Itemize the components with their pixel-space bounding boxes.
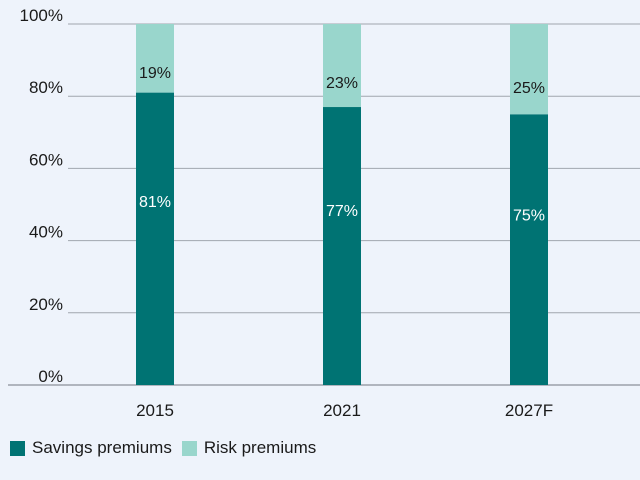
y-tick-label-80: 80% bbox=[29, 78, 63, 97]
bar-risk-premiums-2021 bbox=[323, 24, 361, 108]
x-tick-label-2021: 2021 bbox=[323, 401, 361, 420]
y-tick-label-60: 60% bbox=[29, 150, 63, 169]
legend-swatch-savings-premiums bbox=[10, 440, 25, 456]
data-label-risk-premiums-2021: 23% bbox=[326, 75, 358, 92]
legend-label-risk-premiums: Risk premiums bbox=[203, 438, 317, 457]
legend-item-savings-premiums: Savings premiums bbox=[10, 438, 172, 458]
data-label-savings-premiums-2021: 77% bbox=[326, 203, 358, 220]
data-label-risk-premiums-2015: 19% bbox=[139, 65, 171, 82]
x-tick-label-2027f: 2027F bbox=[505, 401, 553, 420]
legend-swatch-risk-premiums bbox=[181, 440, 197, 456]
bar-savings-premiums-2021 bbox=[323, 107, 361, 385]
y-tick-label-40: 40% bbox=[29, 223, 63, 242]
y-tick-label-20: 20% bbox=[29, 295, 63, 314]
bar-savings-premiums-2015 bbox=[136, 92, 174, 385]
legend-label-savings-premiums: Savings premiums bbox=[32, 438, 172, 457]
x-tick-label-2015: 2015 bbox=[136, 401, 174, 420]
bar-risk-premiums-2015 bbox=[136, 24, 174, 93]
bar-risk-premiums-2027f bbox=[510, 24, 548, 115]
data-label-risk-premiums-2027f: 25% bbox=[513, 80, 545, 97]
y-tick-label-100: 100% bbox=[20, 6, 63, 25]
chart-legend: Savings premiums Risk premiums bbox=[10, 438, 326, 458]
y-tick-label-0: 0% bbox=[38, 367, 63, 386]
legend-item-risk-premiums: Risk premiums bbox=[181, 438, 317, 458]
data-label-savings-premiums-2027f: 75% bbox=[513, 207, 545, 224]
bar-savings-premiums-2027f bbox=[510, 114, 548, 385]
data-label-savings-premiums-2015: 81% bbox=[139, 194, 171, 211]
